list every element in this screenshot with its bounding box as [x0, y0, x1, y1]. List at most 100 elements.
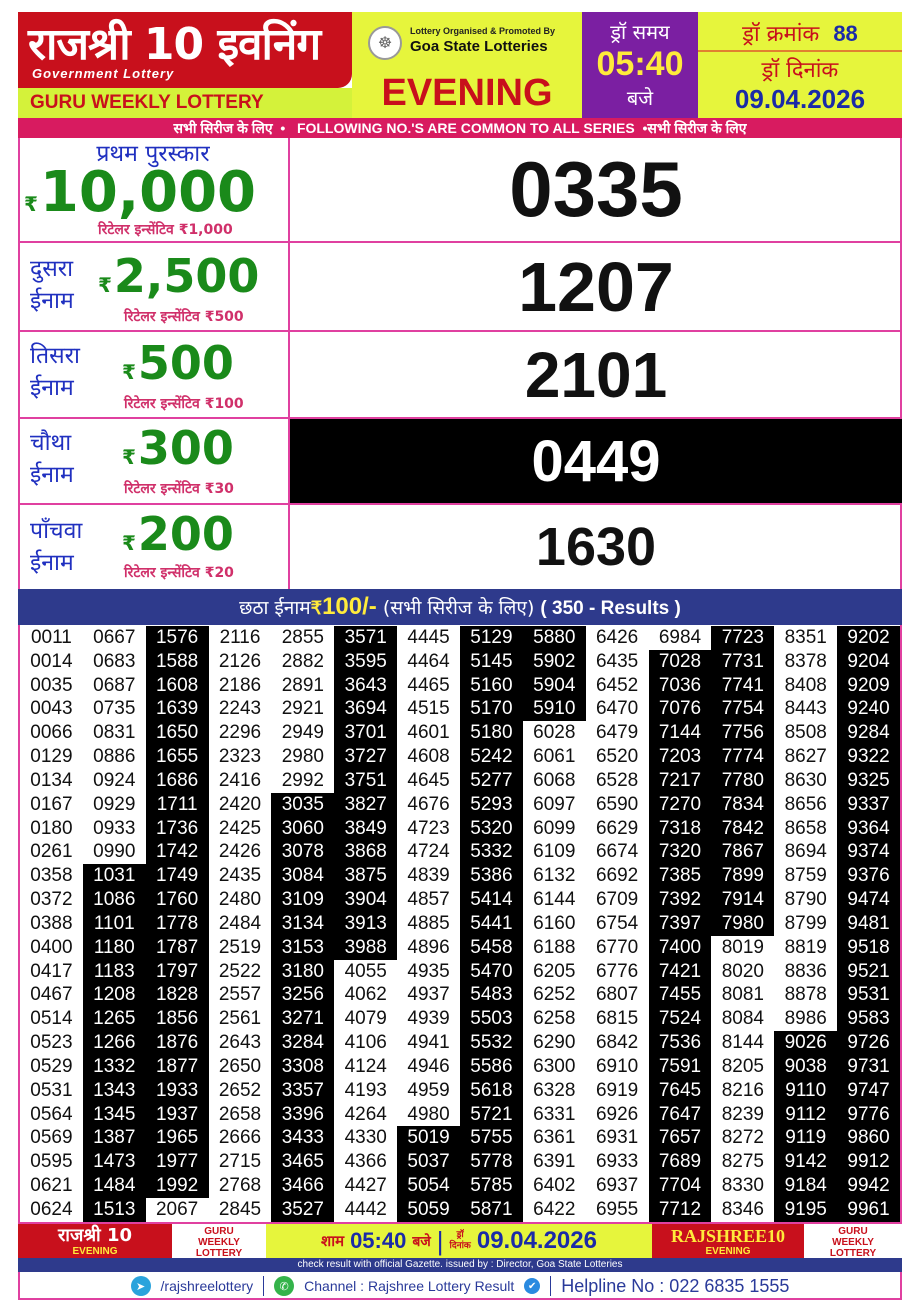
result-number: 6933	[595, 1151, 639, 1173]
result-number: 1686	[145, 768, 209, 793]
result-number: 2561	[218, 1008, 262, 1030]
result-number: 4330	[344, 1127, 387, 1149]
result-number: 0358	[30, 865, 73, 887]
result-number: 0388	[30, 912, 73, 934]
result-number: 4676	[407, 793, 450, 815]
result-number: 5532	[460, 1031, 523, 1055]
result-number: 0564	[30, 1103, 73, 1125]
result-number: 5145	[460, 649, 523, 674]
result-number: 1345	[82, 1102, 146, 1127]
result-number: 1265	[82, 1007, 146, 1032]
result-number: 7756	[711, 721, 775, 746]
result-number: 6926	[595, 1103, 639, 1125]
result-number: 4959	[407, 1079, 450, 1101]
result-number: 9474	[837, 888, 900, 912]
result-number: 1965	[145, 1126, 209, 1151]
result-number: 0886	[93, 746, 136, 768]
result-number: 5129	[460, 626, 523, 650]
prize-row-2: दुसरा ईनाम ₹2,500 रिटेलर इन्सेंटिव ₹500 1…	[18, 243, 902, 332]
whatsapp-channel-link[interactable]: Channel : Rajshree Lottery Result	[304, 1278, 515, 1294]
result-number: 0129	[30, 746, 73, 768]
results-column: 2855 2882 2891 2921 2949 2980 2992 3035 3060 3078…	[271, 626, 335, 1222]
result-number: 1576	[145, 626, 209, 650]
result-number: 6328	[533, 1079, 576, 1101]
result-number: 9521	[837, 959, 900, 984]
result-number: 3153	[271, 935, 335, 960]
result-number: 2949	[281, 722, 324, 744]
result-number: 8799	[784, 912, 827, 934]
telegram-link[interactable]: /rajshreelottery	[160, 1278, 254, 1294]
footer-brand-en: RAJSHREE10 EVENING	[652, 1224, 804, 1258]
result-number: 6160	[533, 912, 576, 934]
prize-name: दुसरा ईनाम	[30, 256, 74, 314]
result-number: 5458	[460, 935, 523, 960]
result-number: 9119	[774, 1126, 838, 1151]
result-number: 0595	[30, 1151, 73, 1173]
result-number: 6426	[595, 627, 639, 648]
result-number: 7780	[711, 768, 775, 793]
result-number: 2643	[218, 1032, 262, 1054]
result-number: 5871	[460, 1197, 523, 1222]
result-number: 5414	[460, 888, 523, 912]
result-number: 0014	[30, 650, 73, 672]
prize-name: चौथा ईनाम	[30, 430, 74, 488]
result-number: 3527	[271, 1197, 335, 1222]
result-number: 1588	[145, 649, 209, 674]
result-number: 4608	[407, 746, 450, 768]
results-column: 2116 2126 2186 2243 2296 2323 2416 2420 2425 2426…	[209, 626, 272, 1222]
results-column: 4445 4464 4465 4515 4601 4608 4645 4676 4723 4724…	[397, 626, 460, 1222]
result-number: 8239	[721, 1103, 764, 1125]
prize-number: 0335	[509, 145, 683, 233]
result-number: 7318	[648, 816, 712, 841]
divider	[550, 1276, 552, 1296]
result-number: 6402	[533, 1175, 576, 1197]
result-number: 0134	[30, 769, 73, 791]
result-number: 9112	[774, 1102, 838, 1127]
result-number: 5586	[460, 1054, 523, 1079]
result-number: 6479	[595, 722, 639, 744]
result-number: 7980	[711, 911, 775, 936]
result-number: 7524	[648, 1007, 712, 1032]
result-number: 7645	[648, 1078, 712, 1103]
result-number: 6937	[595, 1175, 639, 1197]
result-number: 2116	[219, 627, 261, 648]
result-number: 6709	[595, 889, 639, 911]
result-number: 5277	[460, 768, 523, 793]
brand-block: राजश्री 10 इवनिंग Government Lottery	[18, 12, 352, 88]
result-number: 8627	[784, 746, 827, 768]
result-number: 5332	[460, 840, 523, 865]
results-column: 1576 1588 1608 1639 1650 1655 1686 1711 1736 1742…	[145, 626, 209, 1222]
results-column: 0667 0683 0687 0735 0831 0886 0924 0929 0933 0990…	[82, 626, 146, 1222]
result-number: 7036	[648, 673, 712, 698]
result-number: 1749	[145, 864, 209, 889]
result-number: 5170	[460, 697, 523, 722]
result-number: 9184	[774, 1174, 838, 1198]
result-number: 9376	[837, 864, 900, 889]
results-column: 6426 6435 6452 6470 6479 6520 6528 6590 6629 6674…	[586, 626, 649, 1222]
result-number: 6391	[533, 1151, 576, 1173]
result-number: 6984	[658, 627, 702, 648]
results-column: 3571 3595 3643 3694 3701 3727 3751 3827 3849 3868…	[334, 626, 398, 1222]
result-number: 7536	[648, 1031, 712, 1055]
result-number: 3256	[271, 983, 335, 1008]
retailer-incentive: रिटेलर इन्सेंटिव ₹100	[124, 396, 244, 412]
result-number: 5785	[460, 1174, 523, 1198]
result-number: 8346	[721, 1198, 764, 1220]
result-number: 5503	[460, 1007, 523, 1032]
result-number: 2435	[218, 865, 262, 887]
result-number: 6520	[595, 746, 639, 768]
organised-by-label: Lottery Organised & Promoted By	[410, 26, 556, 36]
result-number: 1208	[82, 983, 146, 1008]
result-number: 5778	[460, 1150, 523, 1175]
result-number: 4946	[407, 1055, 450, 1077]
result-number: 9209	[837, 673, 900, 698]
result-number: 3060	[271, 816, 335, 841]
result-number: 0180	[30, 817, 73, 839]
result-number: 3284	[271, 1031, 335, 1055]
result-number: 1933	[145, 1078, 209, 1103]
result-number: 6692	[595, 865, 639, 887]
result-number: 6144	[533, 889, 576, 911]
result-number: 9110	[774, 1078, 838, 1103]
result-number: 3084	[271, 864, 335, 889]
result-number: 7028	[648, 649, 712, 674]
